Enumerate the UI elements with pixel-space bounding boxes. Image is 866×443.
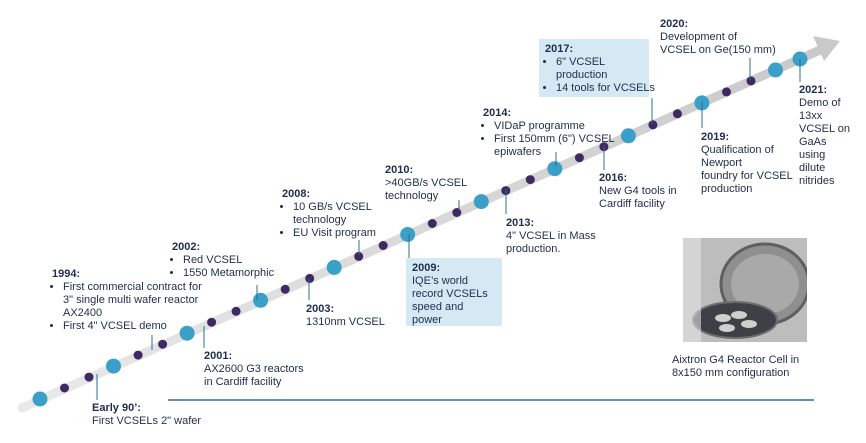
timeline-dot [378,241,388,250]
timeline-arrow-head [813,36,840,61]
milestone-year: 2016: [599,172,628,184]
milestone-text: 4" VCSEL in Mass production. [506,230,596,255]
milestone-2017: 2017:6" VCSEL production14 tools for VCS… [539,39,655,97]
milestone-year: 2001: [204,350,233,362]
reactor-photo-caption: Aixtron G4 Reactor Cell in 8x150 mm conf… [672,354,800,379]
timeline-milestone-dot [547,161,563,177]
milestone-bullet: First 4" VCSEL demo [63,320,202,333]
milestone-year: 2009: [412,262,441,274]
milestone-2019: 2019: Qualification of Newport foundry fo… [701,131,793,196]
milestone-early90: Early 90’: First VCSELs 2" wafer [92,402,201,428]
milestone-1994: 1994:First commercial contract for 3" si… [52,268,202,333]
milestone-bullet: VIDaP programme [494,120,615,133]
milestone-text: Demo of 13xx VCSEL on GaAs using dilute … [799,97,850,187]
milestone-bullet: 6" VCSEL production [556,56,643,82]
milestone-text: >40GB/s VCSEL technology [385,177,468,202]
timeline-dot [427,219,437,228]
milestone-2009: 2009: IQE’s world record VCSELs speed and… [406,258,502,326]
milestone-year: 2019: [701,131,730,143]
milestone-bullet: 14 tools for VCSELs [556,82,655,95]
timeline-dot [746,76,756,86]
milestone-year: Early 90’: [92,402,141,414]
reactor-photo [683,238,807,342]
milestone-bullet: EU Visit program [293,227,376,240]
timeline-dot [452,208,462,217]
milestone-2002: 2002:Red VCSEL1550 Metamorphic [172,241,274,280]
milestone-year: 2013: [506,217,535,229]
milestone-year: 2002: [172,241,201,253]
timeline-arrow-shaft [17,45,825,413]
timeline-dot [354,251,364,261]
timeline-dot [648,120,658,130]
timeline-milestone-dot [768,62,783,78]
milestone-year: 2017: [545,43,574,55]
milestone-bullet: 10 GB/s VCSEL technology [293,201,376,227]
milestone-text: Qualification of Newport foundry for VCS… [701,144,793,195]
timeline-dot [84,372,94,382]
milestone-year: 1994: [52,268,81,280]
milestone-text: First VCSELs 2" wafer [92,415,202,427]
milestone-text: New G4 tools in Cardiff facility [599,185,677,210]
milestone-year: 2021: [799,84,828,96]
milestone-2021: 2021: Demo of 13xx VCSEL on GaAs using di… [799,84,850,188]
milestone-bullet: First commercial contract for 3" single … [63,281,202,320]
milestone-2013: 2013: 4" VCSEL in Mass production. [506,217,596,256]
timeline-dots [32,51,808,407]
milestone-bullet: 1550 Metamorphic [183,267,274,280]
milestone-year: 2014: [483,107,512,119]
milestone-year: 2003: [306,303,335,315]
milestone-2001: 2001: AX2600 G3 reactors in Cardiff facil… [204,350,304,389]
milestone-text: 1310nm VCSEL [306,316,385,328]
milestone-text: Development of VCSEL on Ge(150 mm) [660,31,776,56]
timeline-dot [672,109,682,119]
milestone-bullet: First 150mm (6") VCSEL epiwafers [494,133,615,159]
timeline-dot [722,87,731,97]
milestone-2016: 2016: New G4 tools in Cardiff facility [599,172,677,211]
timeline-milestone-dot [179,325,195,341]
timeline-milestone-dot [473,194,489,210]
timeline-dot [305,273,315,283]
timeline-dot [525,175,535,185]
milestone-2014: 2014:VIDaP programmeFirst 150mm (6") VCS… [483,107,615,159]
timeline-dot [133,350,143,360]
timeline-dot [231,306,241,316]
milestone-year: 2008: [282,188,311,200]
milestone-year: 2020: [660,18,689,30]
timeline-milestone-dot [106,358,121,374]
timeline-dot [158,339,168,349]
milestone-2010: 2010: >40GB/s VCSEL technology [385,164,467,203]
timeline-dot [207,317,217,327]
timeline-leaders [96,58,801,400]
timeline-dot [280,284,290,294]
milestone-bullet: Red VCSEL [183,254,274,267]
milestone-text: IQE’s world record VCSELs speed and powe… [412,275,488,326]
milestone-2020: 2020: Development of VCSEL on Ge(150 mm) [660,18,776,57]
timeline-dot [60,383,69,393]
milestone-text: AX2600 G3 reactors in Cardiff facility [204,363,304,388]
timeline-milestone-dot [620,128,636,144]
timeline-milestone-dot [253,292,269,308]
timeline-milestone-dot [400,227,416,242]
timeline-milestone-dot [326,259,342,275]
timeline-milestone-dot [32,391,48,407]
timeline-dot [574,153,584,163]
milestone-2003: 2003: 1310nm VCSEL [306,303,385,329]
milestone-year: 2010: [385,164,414,176]
milestone-2008: 2008:10 GB/s VCSEL technologyEU Visit pr… [282,188,376,240]
